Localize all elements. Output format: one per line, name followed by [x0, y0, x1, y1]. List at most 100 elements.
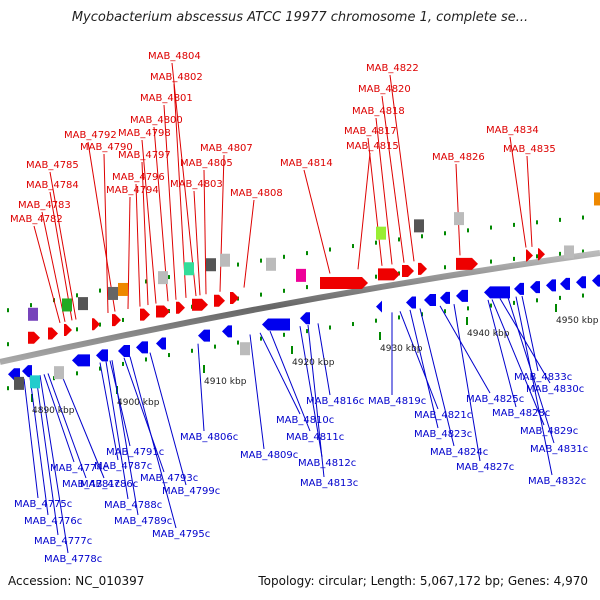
track-dot: [283, 332, 285, 337]
track-dot: [191, 348, 193, 353]
reverse-leader-line: [43, 374, 75, 463]
forward-leader-line: [243, 199, 255, 288]
reverse-leader-line: [491, 299, 545, 426]
scale-tick-label: 4940 kbp: [467, 329, 510, 339]
track-dot: [99, 322, 101, 327]
scale-tick-label: 4930 kbp: [380, 344, 423, 354]
forward-gene-label: MAB_4815: [346, 141, 399, 152]
feature-box: [376, 226, 386, 240]
forward-gene-label: MAB_4792: [64, 130, 117, 141]
track-dot: [306, 329, 308, 334]
reverse-gene-arrow: [456, 289, 468, 302]
forward-leader-line: [127, 196, 131, 309]
forward-gene-arrow: [48, 327, 58, 340]
reverse-leader-line: [111, 360, 139, 516]
reverse-leader-line: [439, 305, 491, 394]
reverse-gene-arrow: [22, 365, 32, 378]
forward-gene-label: MAB_4800: [130, 115, 183, 126]
track-dot: [306, 251, 308, 256]
reverse-gene-arrow: [156, 337, 166, 350]
track-dot: [490, 303, 492, 308]
reverse-gene-label: MAB_4775c: [14, 499, 72, 510]
reverse-gene-label: MAB_4774c: [50, 463, 108, 474]
track-dot: [421, 234, 423, 239]
feature-box: [454, 212, 464, 226]
forward-gene-label: MAB_4784: [26, 180, 79, 191]
reverse-gene-arrow: [118, 344, 130, 357]
track-dot: [122, 361, 124, 366]
forward-gene-label: MAB_4790: [80, 142, 133, 153]
reverse-gene-label: MAB_4819c: [368, 396, 426, 407]
feature-box: [266, 257, 276, 271]
track-dot: [260, 292, 262, 297]
track-dot: [260, 258, 262, 263]
reverse-gene-label: MAB_4809c: [240, 450, 298, 461]
track-dot: [283, 288, 285, 293]
forward-leader-line: [526, 155, 533, 247]
forward-leader-line: [509, 136, 527, 248]
reverse-leader-line: [197, 343, 205, 432]
reverse-leader-line: [29, 377, 49, 516]
track-dot: [76, 293, 78, 298]
track-dot: [559, 217, 561, 222]
reverse-leader-line: [453, 304, 481, 462]
reverse-gene-label: MAB_4791c: [106, 447, 164, 458]
reverse-gene-label: MAB_4777c: [34, 536, 92, 547]
forward-gene-label: MAB_4797: [118, 150, 171, 161]
forward-gene-label: MAB_4783: [18, 200, 71, 211]
feature-box: [296, 268, 306, 282]
forward-gene-arrow: [456, 257, 478, 270]
reverse-gene-arrow: [546, 279, 556, 292]
reverse-leader-line: [299, 326, 323, 458]
forward-gene-arrow: [538, 248, 545, 261]
reverse-gene-label: MAB_4786c: [80, 479, 138, 490]
forward-gene-arrow: [526, 249, 533, 262]
reverse-gene-label: MAB_4781c: [62, 479, 120, 490]
forward-gene-label: MAB_4814: [280, 158, 333, 169]
track-dot: [536, 220, 538, 225]
reverse-leader-line: [47, 373, 87, 479]
reverse-gene-arrow: [560, 277, 570, 290]
reverse-gene-label: MAB_4832c: [528, 476, 586, 487]
chromosome-backbone: [0, 250, 600, 365]
track-dot: [168, 353, 170, 358]
track-dot: [145, 279, 147, 284]
forward-leader-line: [141, 139, 157, 304]
track-dot: [536, 254, 538, 259]
reverse-gene-label: MAB_4806c: [180, 432, 238, 443]
forward-gene-label: MAB_4794: [106, 185, 159, 196]
feature-box: [158, 271, 168, 285]
forward-leader-line: [173, 83, 187, 298]
reverse-gene-label: MAB_4795c: [152, 529, 210, 540]
track-dot: [421, 312, 423, 317]
feature-box: [240, 342, 250, 356]
reverse-gene-label: MAB_4776c: [24, 516, 82, 527]
reverse-gene-label: MAB_4821c: [414, 410, 472, 421]
forward-gene-label: MAB_4782: [10, 214, 63, 225]
reverse-gene-label: MAB_4828c: [492, 408, 550, 419]
reverse-gene-arrow: [300, 312, 310, 325]
forward-gene-label: MAB_4802: [150, 72, 203, 83]
reverse-gene-label: MAB_4829c: [520, 426, 578, 437]
forward-leader-line: [303, 169, 331, 274]
reverse-leader-line: [419, 308, 455, 447]
reverse-leader-line: [487, 299, 517, 408]
reverse-leader-line: [59, 370, 105, 479]
reverse-gene-label: MAB_4811c: [286, 432, 344, 443]
reverse-gene-arrow: [222, 325, 232, 338]
forward-gene-arrow: [418, 262, 427, 275]
forward-gene-label: MAB_4818: [352, 106, 405, 117]
track-dot: [490, 225, 492, 230]
reverse-leader-line: [35, 375, 59, 536]
reverse-gene-label: MAB_4789c: [114, 516, 172, 527]
reverse-gene-arrow: [376, 300, 382, 313]
track-dot: [76, 327, 78, 332]
feature-box: [118, 282, 128, 296]
reverse-gene-label: MAB_4833c: [514, 372, 572, 383]
track-dot: [444, 265, 446, 270]
forward-gene-arrow: [378, 268, 400, 281]
reverse-leader-line: [129, 356, 177, 529]
feature-box: [206, 258, 216, 272]
feature-box: [564, 245, 574, 259]
